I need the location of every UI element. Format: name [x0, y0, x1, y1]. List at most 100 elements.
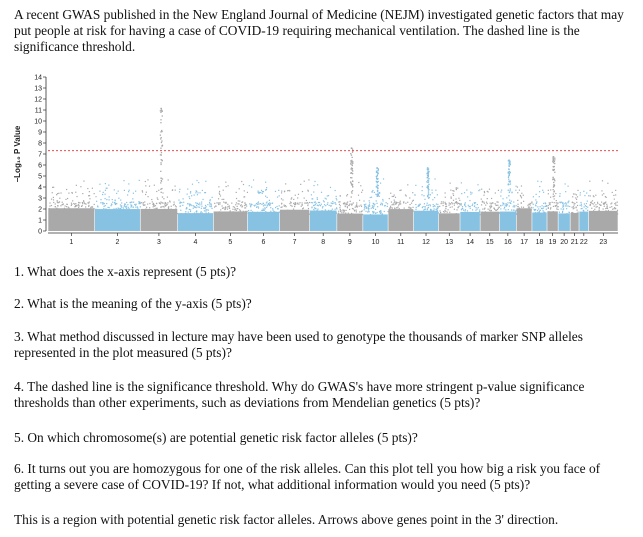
snp-point: [459, 199, 461, 201]
peak-point: [351, 190, 354, 192]
snp-point: [104, 193, 106, 195]
snp-point: [539, 191, 541, 193]
snp-point: [208, 202, 211, 204]
snp-point: [520, 206, 523, 208]
peak-point: [553, 178, 555, 180]
snp-point: [77, 212, 79, 215]
snp-point: [572, 193, 575, 195]
snp-point: [564, 183, 566, 185]
snp-point: [313, 201, 315, 203]
snp-point: [75, 211, 77, 213]
question-5: 5. On which chromosome(s) are potential …: [14, 430, 418, 445]
snp-point: [257, 214, 259, 216]
snp-point: [587, 209, 589, 211]
snp-point: [481, 211, 484, 213]
peak-point: [553, 169, 555, 172]
snp-point: [276, 213, 278, 216]
peak-top: [426, 167, 429, 169]
snp-point: [253, 204, 255, 207]
snp-point: [160, 214, 162, 216]
snp-point: [276, 208, 279, 210]
snp-point: [616, 209, 619, 211]
snp-point: [469, 211, 471, 214]
snp-point: [495, 209, 498, 211]
snp-point: [204, 192, 206, 194]
snp-point: [278, 211, 281, 213]
y-tick-label: 13: [34, 86, 42, 93]
snp-point: [228, 205, 230, 208]
peak-top: [160, 107, 162, 110]
snp-point: [506, 197, 508, 199]
snp-point: [170, 210, 172, 213]
snp-point: [116, 192, 118, 195]
snp-point: [297, 214, 299, 216]
snp-point: [280, 198, 283, 200]
snp-point: [340, 214, 342, 216]
snp-point: [244, 204, 247, 206]
snp-point: [547, 189, 549, 191]
snp-point: [544, 212, 546, 214]
snp-point: [555, 202, 557, 204]
snp-point: [560, 208, 562, 210]
snp-point: [300, 205, 302, 207]
snp-point: [107, 211, 109, 213]
peak-point: [426, 174, 429, 177]
peak-point: [507, 171, 509, 173]
snp-point: [373, 205, 375, 208]
x-tick-label: 18: [536, 239, 544, 246]
snp-point: [387, 210, 389, 213]
peak-top: [508, 159, 510, 162]
snp-point: [358, 205, 360, 207]
snp-point: [565, 202, 567, 204]
snp-point: [475, 209, 477, 211]
snp-point: [211, 207, 213, 210]
snp-point: [616, 204, 618, 207]
snp-point: [99, 190, 101, 192]
snp-point: [50, 210, 53, 212]
snp-point: [301, 204, 303, 206]
snp-point: [221, 207, 224, 209]
snp-point: [102, 202, 105, 204]
peak-point: [508, 191, 511, 193]
snp-point: [317, 208, 319, 210]
snp-point: [547, 204, 549, 207]
peak-point: [508, 168, 510, 170]
snp-point: [487, 191, 489, 193]
snp-point: [336, 208, 338, 210]
peak-point: [509, 161, 511, 163]
snp-point: [246, 191, 249, 193]
snp-point: [558, 211, 561, 213]
x-tick-label: 13: [445, 239, 453, 246]
snp-point: [515, 213, 517, 216]
snp-point: [323, 201, 325, 203]
snp-point: [423, 203, 426, 205]
snp-point: [301, 210, 303, 213]
peak-point: [509, 188, 511, 190]
snp-point: [154, 205, 157, 207]
peak-point: [508, 174, 510, 176]
snp-point: [473, 202, 475, 204]
snp-point: [182, 204, 184, 206]
snp-point: [566, 205, 568, 207]
snp-point: [591, 207, 593, 209]
snp-point: [585, 205, 588, 208]
snp-point: [238, 211, 240, 213]
snp-point: [257, 206, 259, 208]
snp-point: [333, 211, 335, 213]
snp-point: [601, 213, 603, 215]
snp-point: [259, 203, 262, 205]
snp-point: [343, 203, 345, 205]
snp-point: [449, 206, 451, 208]
snp-point: [286, 210, 288, 212]
peak-point: [376, 174, 379, 176]
snp-point: [178, 199, 180, 201]
snp-point: [433, 205, 435, 207]
snp-point: [273, 210, 275, 213]
snp-point: [343, 209, 345, 211]
snp-point: [188, 196, 190, 198]
snp-point: [62, 203, 64, 205]
snp-point: [167, 179, 169, 181]
snp-point: [542, 189, 544, 191]
snp-point: [88, 195, 90, 197]
snp-point: [360, 205, 363, 208]
